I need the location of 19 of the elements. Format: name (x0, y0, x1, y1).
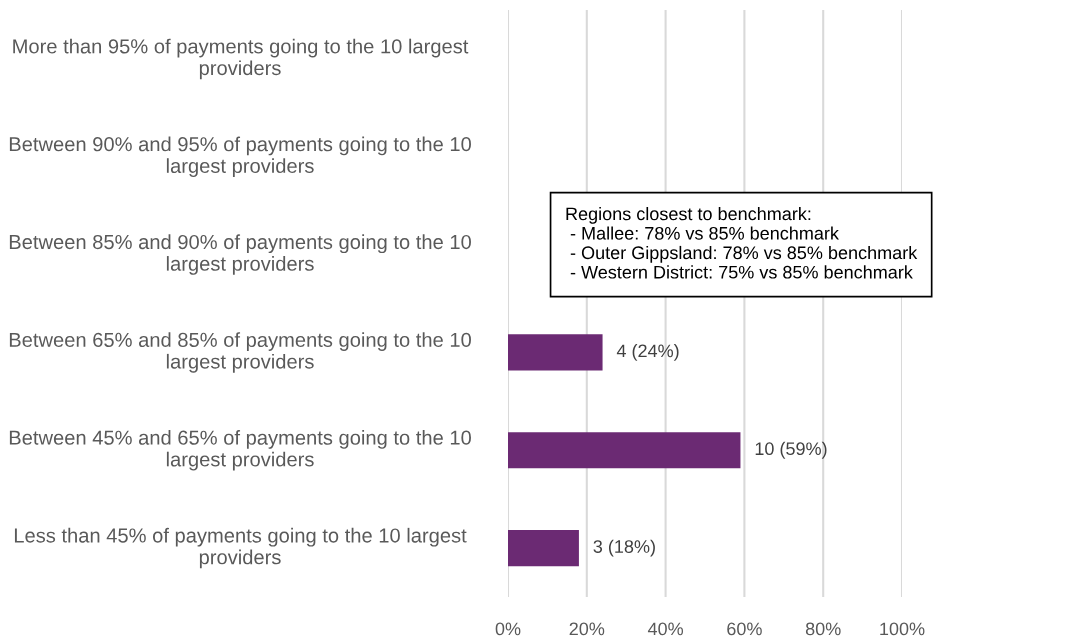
bar (508, 432, 741, 469)
bar (508, 529, 579, 567)
x-tick-label: 0% (495, 622, 521, 636)
data-label: 3 (18%) (593, 539, 655, 557)
x-tick-label: 40% (647, 622, 684, 636)
x-tick-label: 80% (805, 622, 841, 636)
annotation: Regions closest to benchmark: - Mallee: 78% vs 85% benchmark - Outer Gippsland: 78% vs 85% benchmark - Western District: 75% vs 85% benchmark (566, 207, 918, 279)
x-tick-label: 20% (569, 622, 605, 636)
y-tick-label: Between 85% and 90% of payments going to the 10 largest providers (9, 234, 471, 275)
y-tick-label: Less than 45% of payments going to the 10 largest providers (14, 527, 467, 569)
y-tick-label: More than 95% of payments going to the 10 largest providers (13, 38, 469, 80)
x-tick-label: 100% (880, 622, 925, 636)
y-tick-label: Between 90% and 95% of payments going to the 10 largest providers (9, 136, 471, 177)
data-label: 4 (24%) (616, 344, 679, 361)
y-tick-label: Between 65% and 85% of payments going to the 10 largest providers (9, 332, 471, 373)
x-tick-label: 60% (727, 622, 762, 636)
bar (508, 334, 603, 371)
y-tick-label: Between 45% and 65% of payments going to the 10 largest providers (9, 430, 471, 471)
data-label: 10 (59%) (755, 441, 827, 459)
